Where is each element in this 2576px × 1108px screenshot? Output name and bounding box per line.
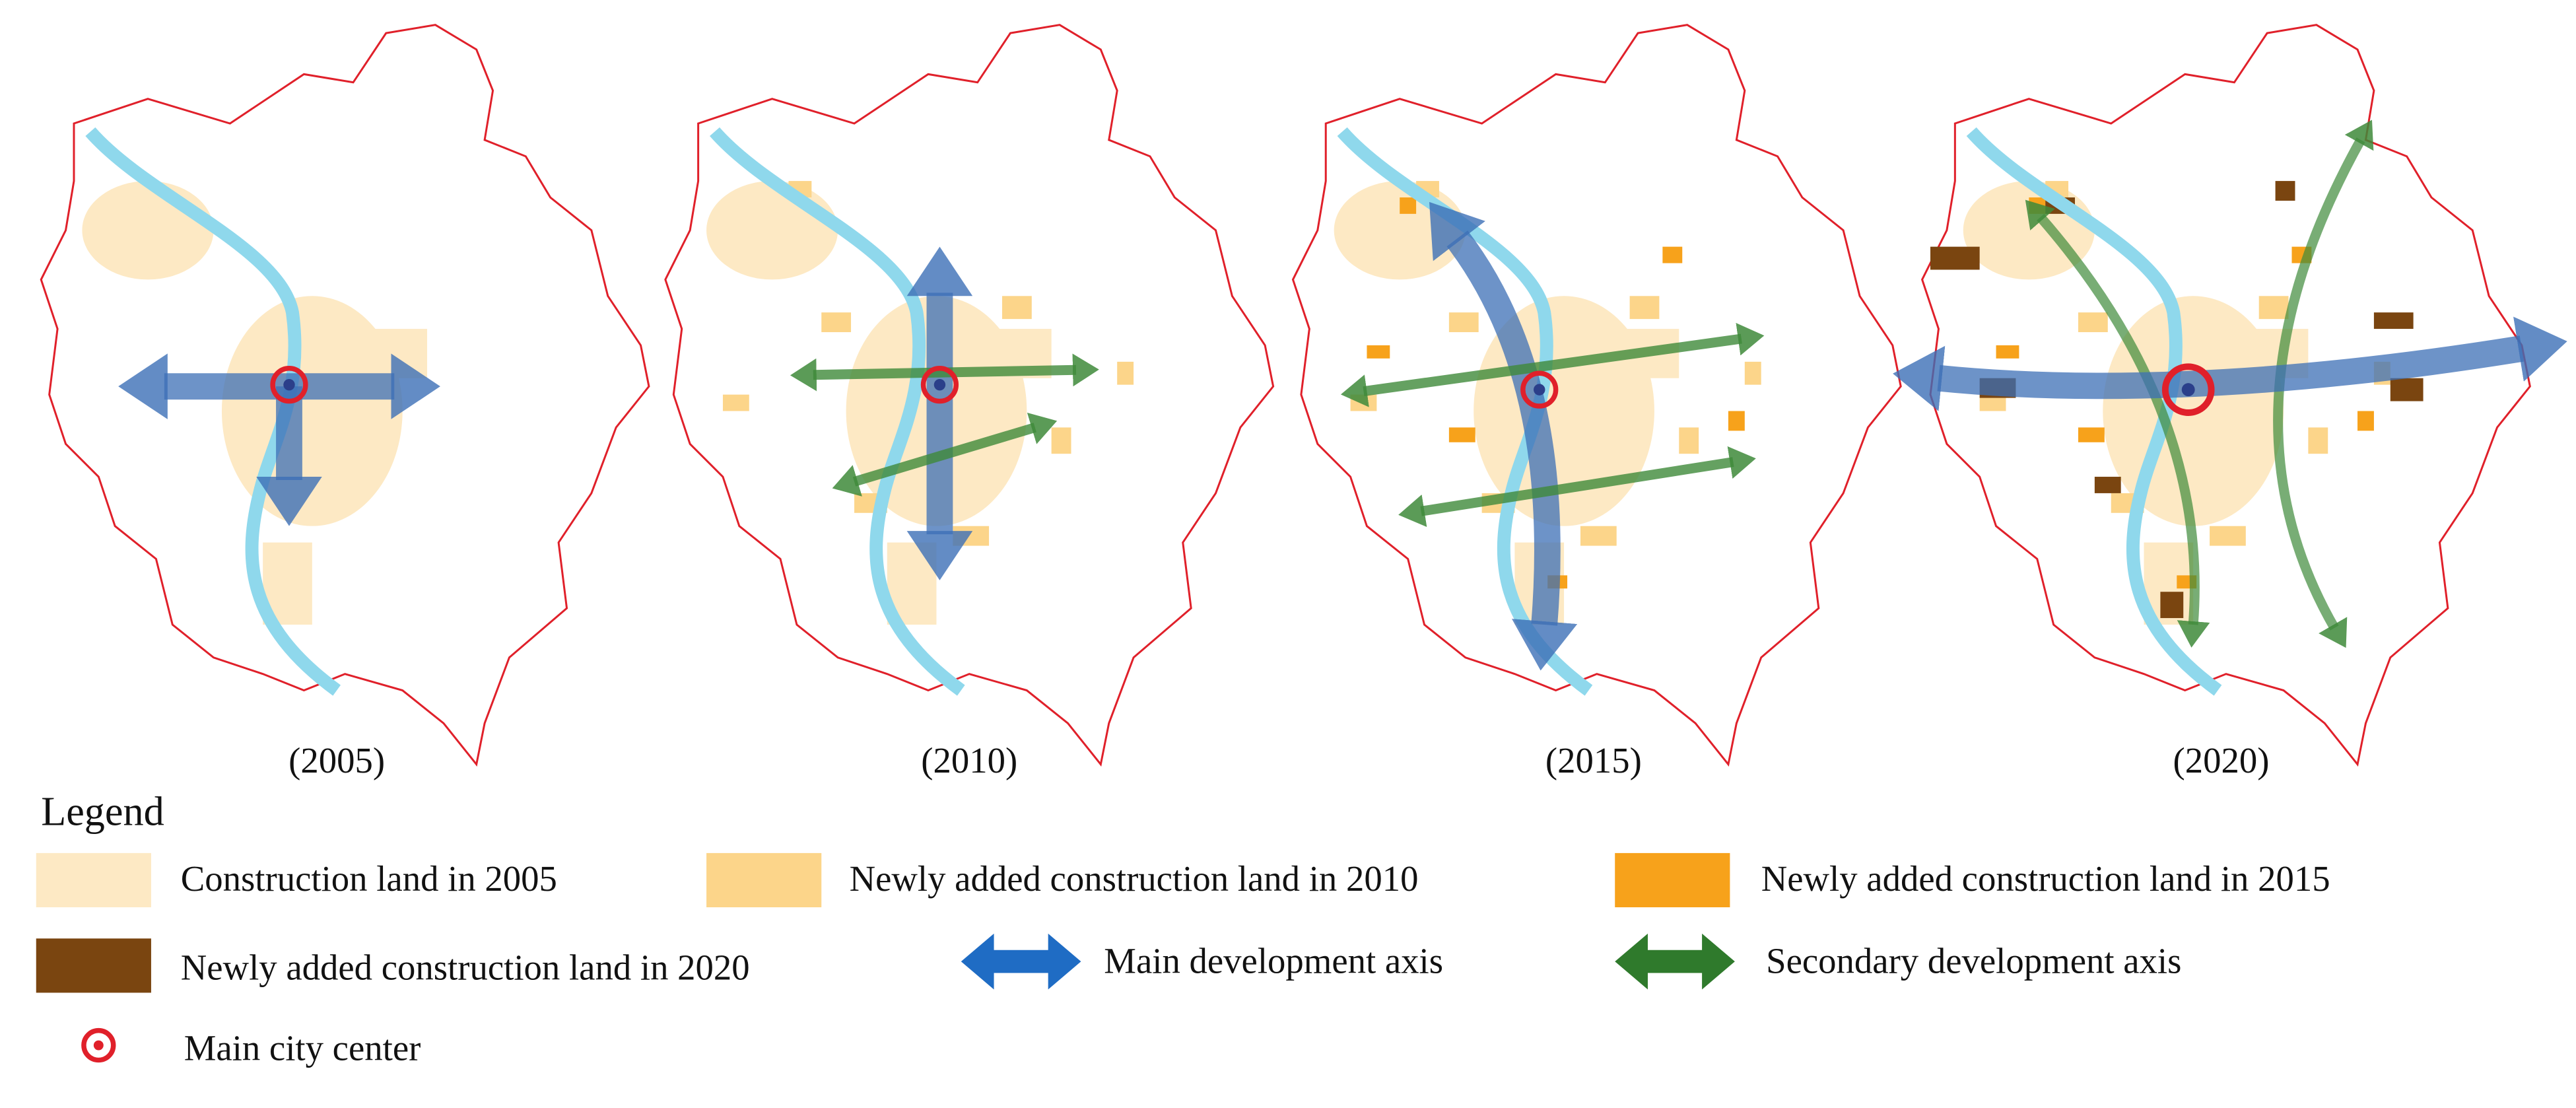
city-center	[2161, 363, 2215, 416]
legend-swatch	[1615, 852, 1730, 908]
panel-label: (2010)	[921, 740, 1017, 780]
map-2015	[1291, 24, 1902, 766]
panel-label: (2020)	[2173, 740, 2270, 780]
legend-label: Newly added construction land in 2020	[181, 948, 750, 988]
legend-swatch	[706, 852, 822, 908]
panel-label: (2005)	[288, 740, 385, 780]
legend-label: Newly added construction land in 2010	[850, 858, 1419, 899]
map-2020	[1893, 24, 2567, 766]
map-2005	[40, 24, 650, 766]
legend-swatch	[1615, 933, 1735, 990]
legend-swatch	[81, 1027, 116, 1063]
legend-label: Main city center	[184, 1027, 421, 1068]
legend: Legend Construction land in 2005 Newly a…	[36, 790, 2330, 1068]
legend-label: Newly added construction land in 2015	[1761, 858, 2330, 899]
legend-swatch	[961, 933, 1081, 990]
legend-title: Legend	[41, 790, 164, 835]
legend-label: Construction land in 2005	[181, 858, 557, 899]
legend-swatch	[36, 852, 151, 908]
legend-label: Secondary development axis	[1766, 941, 2181, 981]
map-2010	[664, 24, 1275, 766]
legend-label: Main development axis	[1104, 941, 1443, 981]
panel-label: (2015)	[1545, 740, 1642, 780]
legend-swatch	[36, 938, 151, 993]
